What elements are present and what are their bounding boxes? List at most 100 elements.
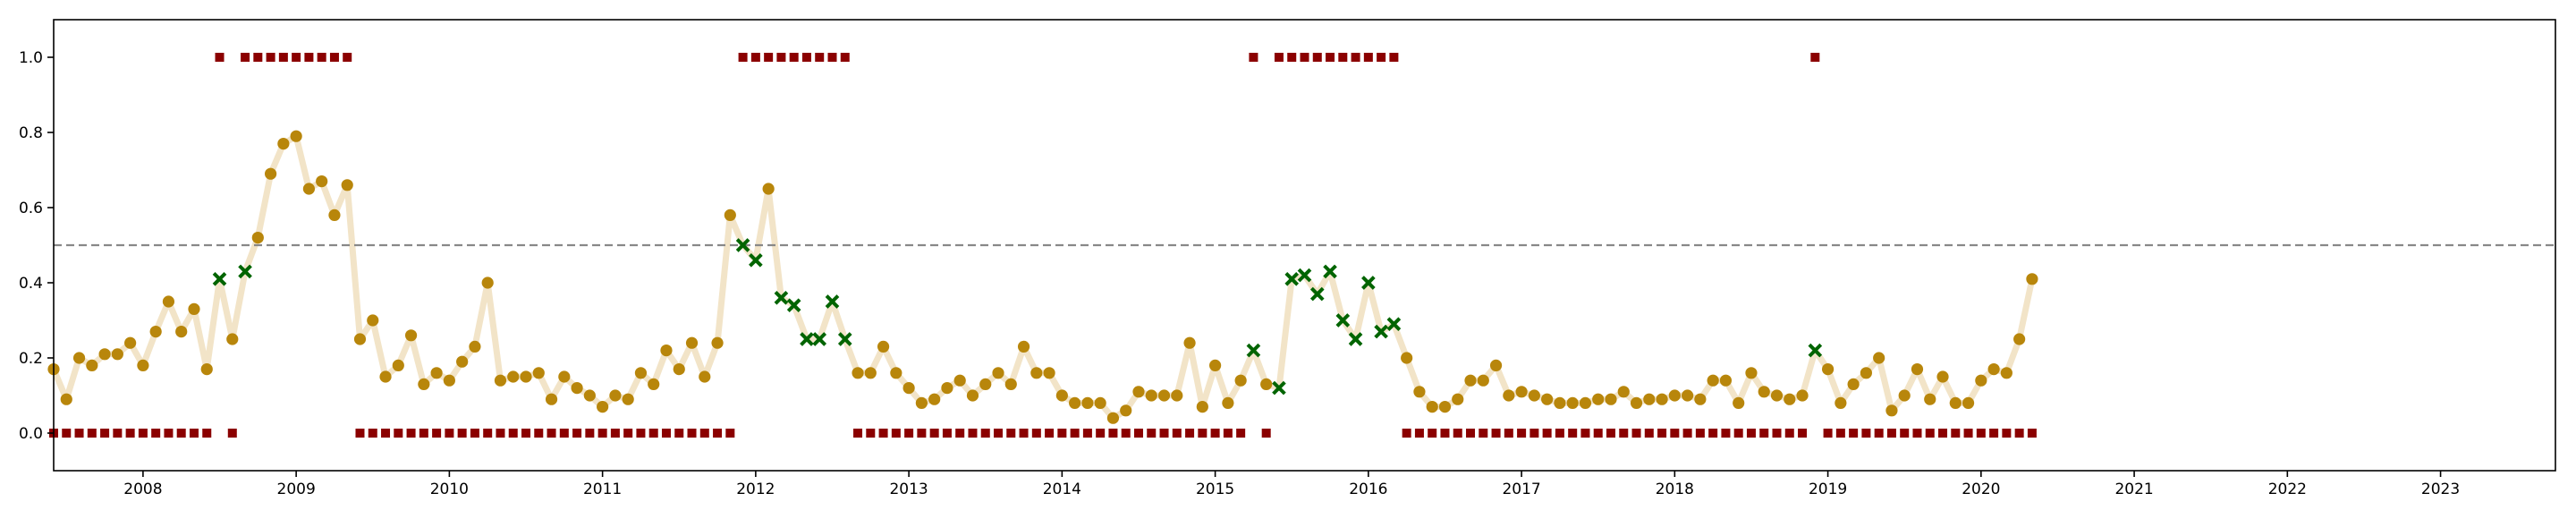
circle-point [1413, 386, 1426, 398]
cross-point [1374, 324, 1388, 339]
square-point [1746, 429, 1756, 438]
circle-point [992, 367, 1004, 379]
circle-point [852, 367, 864, 379]
circle-point [966, 389, 979, 402]
circle-point [890, 367, 902, 379]
square-point [559, 429, 569, 438]
circle-point [1962, 396, 1975, 409]
circle-point [418, 378, 430, 390]
circle-point [1541, 393, 1554, 405]
circle-point [597, 401, 609, 413]
circle-point [430, 367, 443, 379]
square-point [713, 429, 723, 438]
square-point [1249, 53, 1258, 62]
square-point [1606, 429, 1615, 438]
circle-point [864, 367, 877, 379]
circle-point [1987, 363, 2000, 376]
circle-point [622, 393, 634, 405]
cross-point [774, 290, 789, 305]
circle-point [877, 340, 890, 353]
x-tick-label: 2018 [1656, 481, 1694, 498]
square-point [87, 429, 97, 438]
square-point [1925, 429, 1935, 438]
circle-point [1796, 389, 1809, 402]
square-point [1631, 429, 1641, 438]
circle-point [1043, 367, 1055, 379]
square-point [1159, 429, 1169, 438]
circle-point [1069, 396, 1081, 409]
plot-frame [53, 19, 2556, 472]
square-point [496, 429, 505, 438]
circle-point [367, 314, 379, 327]
circle-point [1656, 393, 1668, 405]
circle-point [724, 208, 736, 221]
square-point [343, 53, 352, 62]
circle-point [660, 345, 673, 357]
circle-point [1145, 389, 1157, 402]
circle-point [1477, 374, 1489, 387]
cross-point [1335, 313, 1351, 328]
square-point [355, 429, 365, 438]
square-point [1555, 429, 1564, 438]
x-axis: 2008 2009 2010 2011 2012 2013 2014 2015 2016 2017… [123, 471, 2460, 498]
square-point [432, 429, 442, 438]
circle-point [469, 340, 481, 353]
y-axis: 0.0 0.2 0.4 0.6 0.8 1.0 [19, 49, 54, 443]
circle-point [762, 183, 775, 195]
square-point [994, 429, 1004, 438]
circle-point [1719, 374, 1733, 387]
circle-point [481, 277, 494, 289]
circle-point [1171, 389, 1183, 402]
square-point [547, 429, 556, 438]
circle-point [200, 363, 213, 376]
circle-point [1566, 396, 1579, 409]
square-point [1874, 429, 1884, 438]
square-point [202, 429, 212, 438]
y-tick-label: 0.6 [19, 200, 43, 217]
circle-point [1860, 367, 1872, 379]
circle-point [520, 370, 532, 383]
circle-point [1924, 393, 1936, 405]
plot-area [54, 20, 2555, 471]
square-point [789, 53, 799, 62]
square-point [1886, 429, 1896, 438]
square-point [1517, 429, 1527, 438]
cross-point [735, 238, 750, 252]
square-point [929, 429, 939, 438]
square-point [1849, 429, 1859, 438]
square-point [840, 53, 850, 62]
x-tick-label: 2013 [889, 481, 928, 498]
square-point [853, 429, 863, 438]
circle-point [583, 389, 596, 402]
circle-point [1682, 389, 1694, 402]
circle-point [1515, 386, 1528, 398]
square-point [151, 429, 161, 438]
circle-point [149, 326, 162, 338]
square-point [1082, 429, 1092, 438]
square-point [241, 53, 250, 62]
circle-point [1758, 386, 1770, 398]
circle-point [1503, 389, 1515, 402]
square-point [113, 429, 123, 438]
circle-point [648, 378, 660, 390]
square-point [801, 53, 811, 62]
circle-point [1936, 370, 1949, 383]
x-tick-label: 2021 [2114, 481, 2153, 498]
square-point [1593, 429, 1603, 438]
square-point [866, 429, 876, 438]
circle-point [609, 389, 622, 402]
circle-point [1464, 374, 1477, 387]
circle-point [1438, 401, 1452, 413]
square-point [1133, 429, 1143, 438]
square-point [278, 53, 288, 62]
circle-point [571, 382, 583, 395]
square-point [1670, 429, 1680, 438]
circle-point [1770, 389, 1784, 402]
square-point [1019, 429, 1029, 438]
x-tick-label: 2023 [2421, 481, 2460, 498]
circle-point [277, 138, 290, 150]
circle-point [532, 367, 545, 379]
square-point [304, 53, 314, 62]
square-point [534, 429, 544, 438]
